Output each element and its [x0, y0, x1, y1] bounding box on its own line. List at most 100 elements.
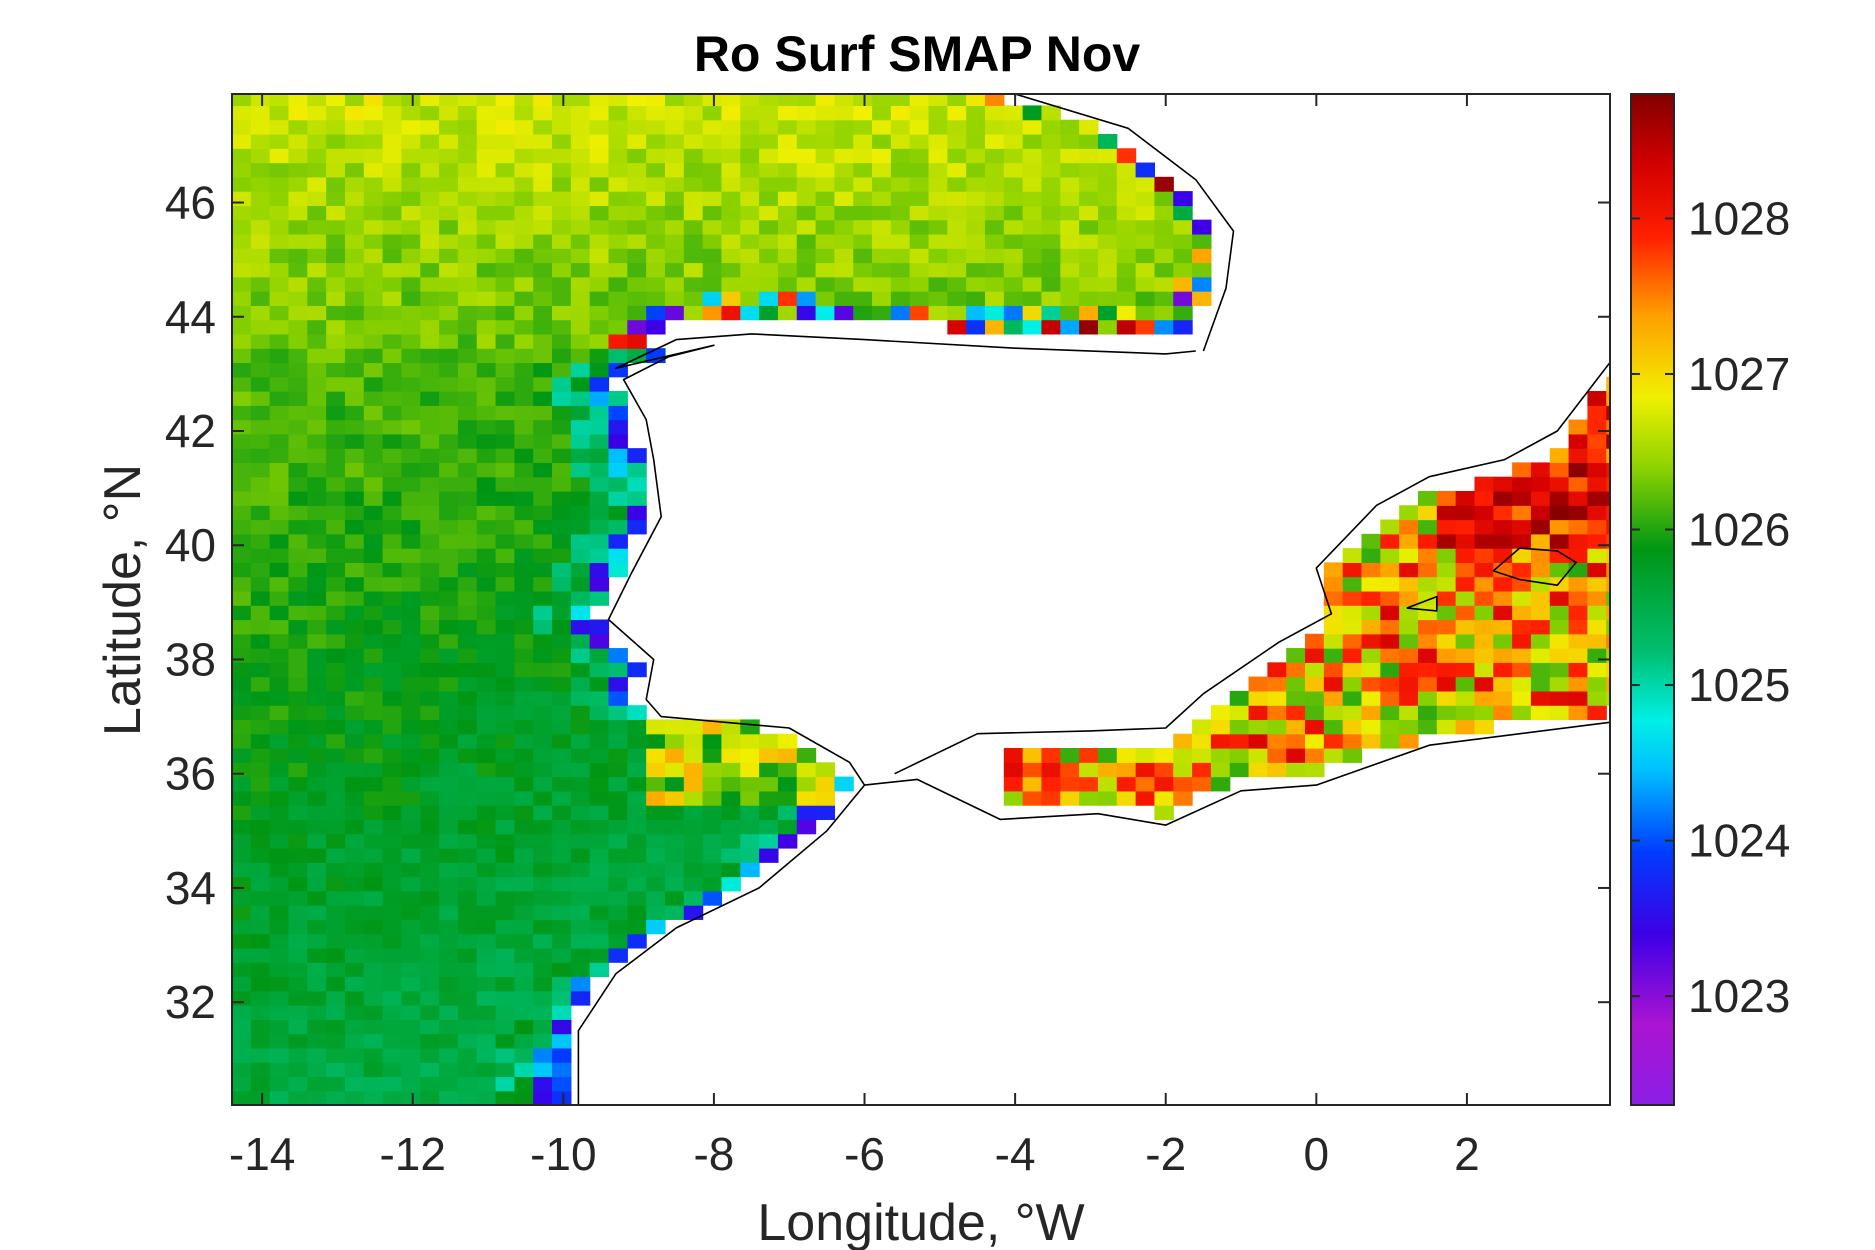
density-cell — [1436, 662, 1457, 678]
density-cell — [796, 805, 817, 821]
density-cell — [288, 833, 308, 849]
density-cell — [834, 305, 854, 321]
density-cell — [344, 690, 365, 706]
density-cell — [232, 605, 252, 621]
density-cell — [608, 162, 628, 178]
density-cell — [476, 405, 497, 421]
density-cell — [232, 476, 252, 492]
density-cell — [1417, 633, 1438, 649]
density-cell — [552, 905, 572, 920]
density-cell — [514, 94, 534, 107]
density-cell — [401, 719, 421, 735]
density-cell — [759, 248, 779, 264]
density-cell — [646, 276, 666, 292]
density-cell — [947, 119, 967, 135]
density-cell — [1606, 419, 1610, 435]
density-cell — [1022, 748, 1043, 763]
density-cell — [533, 148, 553, 164]
density-cell — [1568, 705, 1589, 721]
density-cell — [1022, 205, 1043, 221]
density-cell — [326, 448, 346, 464]
density-cell — [570, 262, 591, 278]
density-cell — [533, 733, 553, 749]
density-cell — [363, 719, 384, 735]
density-cell — [1361, 633, 1381, 649]
density-cell — [420, 376, 440, 392]
density-cell — [552, 291, 572, 306]
density-cell — [1587, 576, 1607, 592]
density-cell — [1512, 605, 1532, 621]
density-cell — [401, 205, 421, 221]
density-cell — [1135, 191, 1156, 206]
density-cell — [232, 148, 252, 164]
density-cell — [890, 205, 911, 221]
density-cell — [232, 805, 252, 821]
density-cell — [326, 191, 346, 206]
density-cell — [834, 291, 854, 306]
density-cell — [853, 191, 873, 206]
density-cell — [683, 833, 704, 849]
density-cell — [457, 919, 478, 935]
density-cell — [740, 205, 760, 221]
density-cell — [232, 433, 252, 449]
density-cell — [1323, 576, 1344, 592]
density-cell — [1116, 776, 1137, 792]
density-cell — [344, 176, 365, 192]
density-cell — [495, 191, 515, 206]
density-cell — [363, 105, 384, 121]
density-cell — [326, 233, 346, 249]
density-cell — [608, 862, 628, 878]
density-cell — [890, 305, 911, 321]
density-cell — [1568, 419, 1589, 435]
density-cell — [326, 219, 346, 235]
density-cell — [627, 776, 647, 792]
density-cell — [1455, 676, 1476, 692]
density-cell — [420, 748, 440, 763]
x-tick-label: -2 — [1145, 1128, 1186, 1180]
density-cell — [740, 805, 760, 821]
density-cell — [382, 391, 403, 406]
density-cell — [269, 505, 290, 521]
density-cell — [890, 176, 911, 192]
density-cell — [740, 847, 760, 863]
density-cell — [476, 105, 497, 121]
density-cell — [1173, 291, 1193, 306]
density-cell — [495, 719, 515, 735]
x-tick-label: -10 — [530, 1128, 596, 1180]
density-cell — [683, 819, 704, 835]
density-cell — [721, 233, 741, 249]
density-cell — [552, 1033, 572, 1049]
density-cell — [1568, 448, 1589, 464]
density-cell — [777, 133, 798, 149]
density-cell — [457, 548, 478, 563]
density-cell — [457, 576, 478, 592]
density-cell — [552, 819, 572, 835]
density-cell — [420, 876, 440, 892]
density-cell — [702, 291, 723, 306]
density-cell — [890, 291, 911, 306]
density-cell — [664, 191, 685, 206]
density-cell — [740, 248, 760, 264]
density-cell — [777, 776, 798, 792]
density-cell — [250, 419, 271, 435]
density-cell — [815, 248, 836, 264]
density-cell — [533, 833, 553, 849]
density-cell — [232, 1033, 252, 1049]
density-cell — [552, 990, 572, 1006]
density-cell — [1267, 662, 1287, 678]
density-cell — [570, 962, 591, 978]
density-cell — [646, 176, 666, 192]
density-cell — [683, 890, 704, 906]
density-cell — [476, 633, 497, 649]
density-cell — [344, 348, 365, 364]
density-cell — [1135, 233, 1156, 249]
density-cell — [759, 748, 779, 763]
density-cell — [476, 462, 497, 478]
density-cell — [702, 205, 723, 221]
density-cell — [1097, 276, 1118, 292]
density-cell — [363, 776, 384, 792]
density-cell — [250, 990, 271, 1006]
density-cell — [1154, 219, 1174, 235]
density-cell — [552, 576, 572, 592]
density-cell — [344, 847, 365, 863]
